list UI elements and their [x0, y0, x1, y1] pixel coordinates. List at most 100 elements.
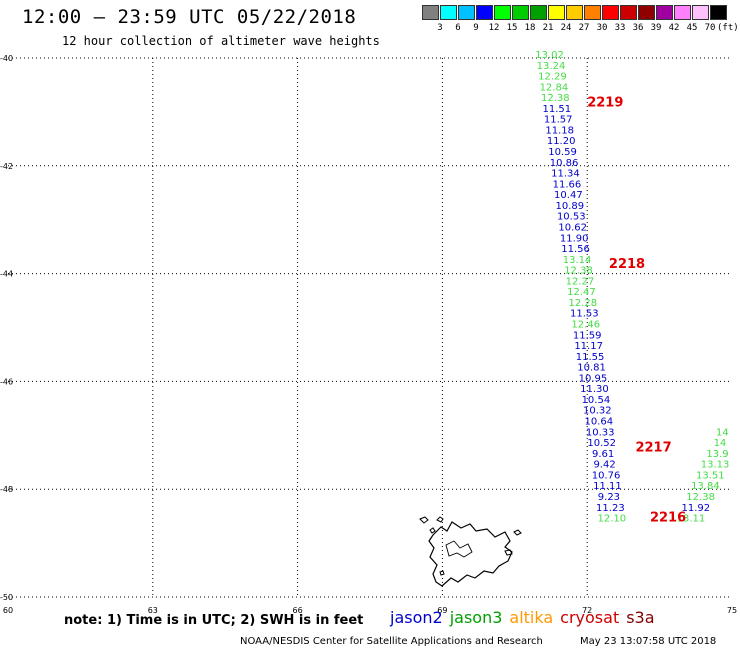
legend-label: 39 [650, 23, 662, 33]
lon-tick-label: 69 [437, 606, 447, 615]
swh-value: 11.51 [542, 104, 571, 115]
legend-label: 6 [455, 23, 461, 33]
legend-swatch [422, 5, 439, 20]
swh-value: 12.38 [564, 266, 593, 277]
legend-label: 30 [596, 23, 608, 33]
wave-height-color-legend: 3 6 9 12 15 18 21 24 27 30 33 36 39 42 45 70 (ft) [422, 5, 739, 35]
legend-swatch [656, 5, 673, 20]
swh-value: 13.84 [691, 481, 720, 492]
swh-value: 11.92 [681, 503, 710, 514]
satellite-cryosat: cryosat [560, 608, 620, 627]
legend-swatch [512, 5, 529, 20]
legend-label: 24 [560, 23, 572, 33]
swh-value: 13.13 [701, 460, 730, 471]
legend-label: 70 [704, 23, 716, 33]
kerguelen-islet [439, 570, 445, 576]
legend-swatch [530, 5, 547, 20]
legend-swatch [584, 5, 601, 20]
swh-value: 11.23 [596, 503, 625, 514]
swh-value: 12.47 [567, 287, 596, 298]
legend-swatch [674, 5, 691, 20]
swh-value: 9.61 [592, 449, 614, 460]
satellite-legend: jason2 jason3 altika cryosat s3a [390, 608, 662, 627]
satellite-altika: altika [509, 608, 554, 627]
legend-label: 9 [473, 23, 479, 33]
swh-value: 10.54 [582, 395, 611, 406]
swh-value: 10.86 [550, 158, 579, 169]
track-2219: 13.0213.2412.2912.8412.3811.5111.5711.18… [535, 50, 590, 255]
units-note: note: 1) Time is in UTC; 2) SWH is in fe… [64, 613, 364, 628]
footer-timestamp: May 23 13:07:58 UTC 2018 [580, 636, 717, 647]
swh-value: 13.02 [535, 50, 564, 61]
kerguelen-islet [436, 516, 444, 523]
lat-tick-label: -48 [0, 485, 13, 494]
swh-value: 10.81 [577, 363, 606, 374]
swh-value: 10.62 [558, 222, 587, 233]
legend-swatch [638, 5, 655, 20]
swh-value: 13.24 [537, 61, 566, 72]
lat-tick-label: -50 [0, 593, 13, 602]
satellite-jason3: jason3 [449, 608, 503, 627]
kerguelen-islet [419, 516, 429, 524]
footer-credit: NOAA/NESDIS Center for Satellite Applica… [240, 636, 543, 647]
swh-value: 10.33 [586, 427, 615, 438]
pass-number-label: 2219 [587, 96, 623, 111]
legend-label: 36 [632, 23, 644, 33]
swh-value: 10.76 [592, 470, 621, 481]
swh-value: 11.18 [545, 125, 574, 136]
swh-value: 11.30 [580, 384, 609, 395]
swh-value: 11.57 [544, 115, 573, 126]
kerguelen-inner-bay [445, 540, 473, 558]
legend-swatch [692, 5, 709, 20]
kerguelen-islet [429, 527, 436, 534]
swh-value: 10.59 [548, 147, 577, 158]
legend-swatch [458, 5, 475, 20]
swh-value: 10.95 [579, 373, 608, 384]
legend-label: 33 [614, 23, 626, 33]
legend-label: 27 [578, 23, 590, 33]
swh-value: 10.64 [584, 417, 613, 428]
swh-value: 10.53 [557, 212, 586, 223]
legend-swatch [494, 5, 511, 20]
pass-number-label: 2216 [650, 511, 686, 526]
lat-tick-label: -46 [0, 377, 13, 386]
swh-value: 12.27 [566, 276, 595, 287]
swh-value: 10.47 [554, 190, 583, 201]
page-title: 12:00 – 23:59 UTC 05/22/2018 [22, 6, 357, 28]
swh-value: 11.56 [561, 244, 590, 255]
legend-swatch [476, 5, 493, 20]
altimeter-tracks: 13.0213.2412.2912.8412.3811.5111.5711.18… [535, 50, 729, 525]
kerguelen-islands-coastline [419, 516, 522, 587]
legend-swatch [548, 5, 565, 20]
swh-value: 13.14 [563, 255, 592, 266]
swh-value: 12.84 [540, 82, 569, 93]
lat-tick-label: -44 [0, 270, 13, 279]
pass-number-label: 2218 [609, 257, 645, 272]
swh-value: 11.90 [560, 233, 589, 244]
swh-value: 12.38 [686, 492, 715, 503]
legend-swatch [566, 5, 583, 20]
lon-tick-label: 66 [293, 606, 303, 615]
lon-tick-label: 63 [148, 606, 158, 615]
swh-value: 11.53 [570, 309, 599, 320]
swh-value: 13.9 [706, 449, 728, 460]
map-grid: 60 63 66 69 72 75 -40 -42 -44 -46 -48 -50 [0, 54, 737, 615]
swh-value: 12.28 [569, 298, 598, 309]
swh-value: 14 [716, 427, 729, 438]
legend-label: 15 [506, 23, 518, 33]
lat-tick-label: -42 [0, 162, 13, 171]
swh-value: 11.55 [576, 352, 605, 363]
lon-tick-label: 60 [3, 606, 13, 615]
swh-value: 12.46 [571, 320, 600, 331]
legend-label: 12 [488, 23, 500, 33]
legend-label: 45 [686, 23, 698, 33]
satellite-s3a: s3a [626, 608, 655, 627]
legend-label: 3 [437, 23, 443, 33]
pass-number-label: 2217 [635, 440, 671, 455]
kerguelen-main-island [428, 521, 513, 587]
swh-value: 12.10 [597, 514, 626, 525]
